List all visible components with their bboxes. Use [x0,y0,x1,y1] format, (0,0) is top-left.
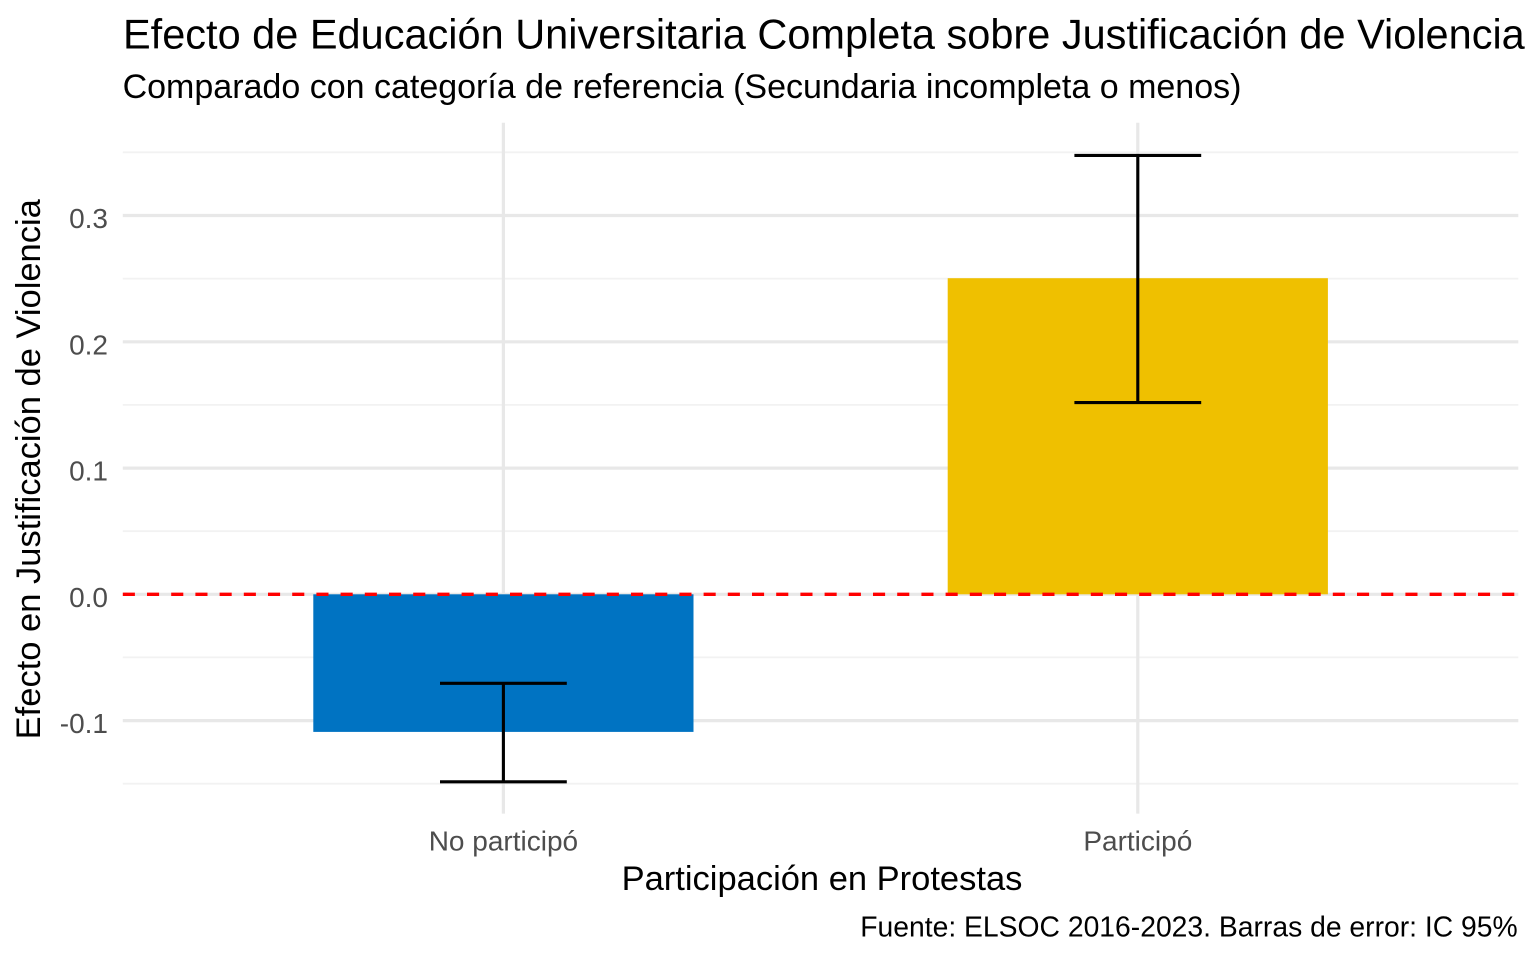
svg-text:Efecto de Educación Universita: Efecto de Educación Universitaria Comple… [123,10,1526,57]
svg-text:0.1: 0.1 [69,456,108,487]
svg-text:Efecto en Justificación de Vio: Efecto en Justificación de Violencia [10,198,48,739]
svg-text:Comparado con categoría de ref: Comparado con categoría de referencia (S… [123,68,1242,106]
svg-text:0.2: 0.2 [69,329,108,360]
svg-text:Participó: Participó [1083,826,1192,857]
svg-text:0.3: 0.3 [69,203,108,234]
svg-text:0.0: 0.0 [69,582,108,613]
svg-text:Fuente: ELSOC 2016-2023. Barra: Fuente: ELSOC 2016-2023. Barras de error… [860,911,1517,943]
svg-text:Participación en Protestas: Participación en Protestas [622,860,1023,898]
svg-text:No participó: No participó [429,826,578,857]
svg-text:-0.1: -0.1 [60,708,108,739]
